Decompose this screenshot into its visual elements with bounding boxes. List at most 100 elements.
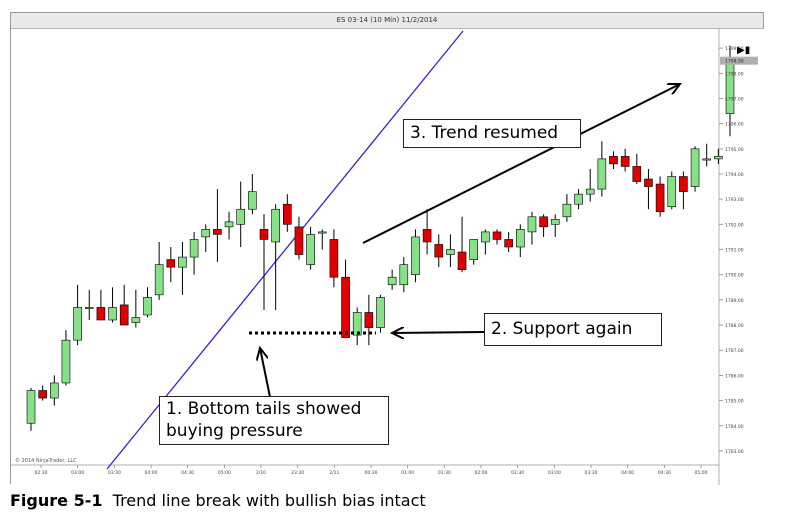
y-tick-label: 1793.00 <box>725 197 744 203</box>
bull-candle-body <box>271 208 280 243</box>
candle <box>294 216 304 260</box>
x-tick-label: 04:00 <box>621 470 634 476</box>
bull-candle-body <box>387 276 397 286</box>
bull-candle-body <box>201 229 211 238</box>
candle <box>539 214 548 237</box>
candle <box>655 176 665 217</box>
x-tick-label: 03:30 <box>108 470 121 476</box>
y-tick-label: 1783.00 <box>725 449 744 455</box>
figure-caption-text: Trend line break with bullish bias intac… <box>112 491 426 510</box>
candle <box>166 247 176 283</box>
bull-candle-body <box>61 339 71 384</box>
x-tick-label: 04:30 <box>181 470 194 476</box>
bear-candle-body <box>329 239 339 278</box>
candle <box>399 257 409 293</box>
x-tick-label: 04:30 <box>658 470 671 476</box>
bear-candle-body <box>364 312 374 328</box>
bull-candle-body <box>411 236 420 275</box>
candle <box>620 148 630 172</box>
bull-candle-body <box>527 216 537 233</box>
bear-candle-body <box>632 166 642 182</box>
candle <box>49 375 59 406</box>
candle <box>446 234 455 268</box>
bull-candle-body <box>178 256 187 268</box>
bull-candle-body <box>248 191 257 210</box>
x-tick-label: 03:00 <box>71 470 84 476</box>
candle <box>329 229 339 288</box>
bull-candle-body <box>352 312 362 336</box>
candle <box>248 173 257 215</box>
callout-trend-resumed: 3. Trend resumed <box>403 119 581 148</box>
candle <box>236 181 245 247</box>
candle <box>61 330 71 386</box>
callout-support-again: 2. Support again <box>484 313 662 346</box>
bear-candle-body <box>504 239 513 248</box>
bull-candle-body <box>702 158 712 161</box>
candle <box>108 287 117 323</box>
bull-candle-body <box>306 234 315 265</box>
candle <box>527 211 537 245</box>
bear-candle-body <box>457 251 467 270</box>
y-tick-label: 1792.00 <box>725 222 744 228</box>
candle <box>411 229 420 283</box>
candle <box>574 189 583 210</box>
candle <box>178 241 187 295</box>
bull-candle-body <box>597 158 607 190</box>
candle <box>515 224 525 258</box>
bull-candle-body <box>49 382 59 399</box>
bull-candle-body <box>108 307 117 321</box>
candle <box>562 194 572 222</box>
bull-candle-body <box>550 219 560 225</box>
x-tick-label: 23:30 <box>291 470 304 476</box>
y-tick-label: 1795.00 <box>725 147 744 153</box>
bull-candle-body <box>585 188 595 195</box>
y-tick-label: 1794.00 <box>725 172 744 178</box>
bear-candle-body <box>422 229 432 243</box>
bull-candle-body <box>131 317 141 323</box>
x-tick-label: 2/11 <box>329 470 339 476</box>
callout-support-again-text: 2. Support again <box>491 319 633 339</box>
candle <box>143 287 152 318</box>
x-tick-label: 05:00 <box>695 470 708 476</box>
candle <box>690 146 700 192</box>
candle <box>609 151 618 169</box>
bear-candle-body <box>492 231 502 240</box>
candle <box>282 194 292 232</box>
bear-candle-body <box>679 176 688 192</box>
candle <box>550 214 560 237</box>
candle <box>341 259 350 338</box>
bull-candle-body <box>446 249 455 255</box>
candle <box>702 143 712 167</box>
bear-candle-body <box>166 259 176 268</box>
bear-candle-body <box>434 244 444 258</box>
bull-candle-body <box>224 221 234 228</box>
bear-candle-body <box>620 156 630 167</box>
candle <box>84 289 94 321</box>
y-tick-label: 1787.00 <box>725 348 744 354</box>
candle <box>364 294 374 346</box>
x-tick-label: 2/10 <box>256 470 266 476</box>
callout-bottom-tails-line1: 1. Bottom tails showed <box>166 399 362 419</box>
bull-candle-body <box>690 148 700 187</box>
candle <box>259 214 269 310</box>
support-again-arrow <box>392 332 485 333</box>
bear-candle-body <box>609 156 618 165</box>
bull-candle-body <box>399 264 409 286</box>
skip-to-end-icon[interactable]: ▶▮ <box>737 45 751 56</box>
candle <box>457 216 467 273</box>
candle <box>131 289 141 328</box>
x-tick-label: 02:30 <box>35 470 48 476</box>
callout-trend-resumed-text: 3. Trend resumed <box>410 123 559 143</box>
candle <box>667 171 677 210</box>
bear-candle-body <box>259 229 269 240</box>
bull-candle-body <box>143 297 152 316</box>
bull-candle-body <box>574 193 583 205</box>
candle <box>585 168 595 202</box>
bear-candle-body <box>38 390 47 399</box>
bull-candle-body <box>481 231 490 243</box>
y-tick-label: 1786.00 <box>725 373 744 379</box>
bottom-tails-arrow <box>260 348 271 398</box>
x-tick-label: 05:00 <box>218 470 231 476</box>
bull-candle-body <box>667 176 677 208</box>
